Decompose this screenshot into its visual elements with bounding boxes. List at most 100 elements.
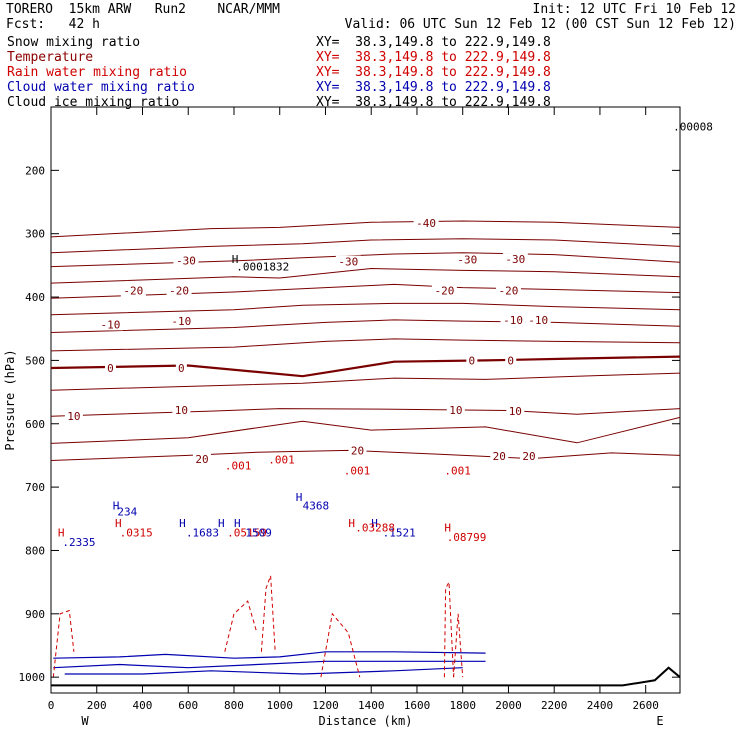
- x-tick-label: 2600: [632, 699, 659, 712]
- legend-xy-rain: XY= 38.3,149.8 to 222.9,149.8: [316, 65, 551, 80]
- isotherm-label-bg: [446, 403, 465, 416]
- contour-annotation: .0315: [120, 527, 153, 540]
- y-tick-label: 900: [25, 608, 45, 621]
- legend-xy-cloud-ice: XY= 38.3,149.8 to 222.9,149.8: [316, 95, 551, 110]
- contour-annotation: H: [179, 517, 186, 530]
- cloud-water-contour: [53, 651, 486, 659]
- isotherm-line: [50, 302, 681, 316]
- isotherm-label: 10: [67, 410, 80, 423]
- isotherm-label: 0: [507, 354, 514, 367]
- isotherm-label-bg: [505, 354, 517, 367]
- isotherm-label-bg: [168, 315, 194, 328]
- y-tick-label: 400: [25, 291, 45, 304]
- contour-annotation: .001: [444, 464, 471, 477]
- isotherm-label: -30: [505, 253, 525, 266]
- isotherm-label: 20: [522, 450, 535, 463]
- cloud-water-contour: [53, 660, 486, 669]
- y-tick-label: 1000: [19, 671, 46, 684]
- contour-annotation: H: [444, 521, 451, 534]
- isotherm-label: -10: [101, 318, 121, 331]
- isotherm-label-bg: [520, 450, 539, 463]
- x-tick-label: 2000: [495, 699, 522, 712]
- isotherm-line: [50, 267, 681, 284]
- isotherm-label-bg: [495, 284, 521, 297]
- contour-annotation: H: [234, 517, 241, 530]
- legend-xy-temperature: XY= 38.3,149.8 to 222.9,149.8: [316, 50, 551, 65]
- isotherm-label-bg: [466, 354, 478, 367]
- y-tick-label: 600: [25, 418, 45, 431]
- isotherm-label-bg: [490, 450, 509, 463]
- isotherm-label: -20: [123, 285, 143, 298]
- contour-annotation: H: [113, 499, 120, 512]
- cloud-water-contour: [64, 667, 463, 675]
- isotherm-label: -20: [169, 285, 189, 298]
- isotherm-label-bg: [413, 216, 439, 229]
- isotherm-label: -30: [176, 254, 196, 267]
- isotherm-label-bg: [172, 403, 191, 416]
- isotherm-label: 10: [175, 404, 188, 417]
- isotherm-label: -20: [499, 285, 519, 298]
- isotherm-label-bg: [500, 313, 526, 326]
- isotherm-label: -30: [457, 254, 477, 267]
- isotherm-label-bg: [104, 362, 116, 375]
- isotherm-label-bg: [348, 444, 367, 457]
- x-tick-label: 1200: [312, 699, 339, 712]
- legend-name-rain: Rain water mixing ratio: [7, 65, 188, 80]
- y-tick-label: 500: [25, 354, 45, 367]
- contour-annotation: H: [58, 527, 65, 540]
- isotherm-label: -40: [416, 217, 436, 230]
- contour-annotation: 234: [117, 506, 137, 519]
- contour-annotation: H: [218, 517, 225, 530]
- isotherm-line: [50, 372, 681, 391]
- x-tick-label: 200: [87, 699, 107, 712]
- east-label: E: [656, 714, 663, 728]
- isotherm-label: 0: [469, 354, 476, 367]
- x-tick-label: 400: [133, 699, 153, 712]
- contour-annotation: H: [296, 491, 303, 504]
- legend-xy-cloud-water: XY= 38.3,149.8 to 222.9,149.8: [316, 80, 551, 95]
- rain-water-contour: [52, 609, 75, 678]
- x-tick-label: 1600: [404, 699, 431, 712]
- isotherm-label: -20: [434, 285, 454, 298]
- x-axis-title: Distance (km): [319, 714, 413, 728]
- contour-annotation: 1509: [245, 527, 272, 540]
- isotherm-line: [50, 355, 681, 378]
- plot-frame: [50, 106, 681, 694]
- contour-annotation: .001: [344, 464, 371, 477]
- isotherm-label: 0: [178, 362, 185, 375]
- isotherm-label-bg: [64, 410, 83, 423]
- isotherm-label: -10: [503, 314, 523, 327]
- x-tick-label: 600: [178, 699, 198, 712]
- rain-water-contour: [260, 575, 276, 652]
- valid-time: Valid: 06 UTC Sun 12 Feb 12 (00 CST Sun …: [344, 17, 736, 32]
- ground-surface-line: [51, 666, 681, 687]
- contour-annotation: .001: [225, 459, 252, 472]
- y-tick-label: 300: [25, 228, 45, 241]
- isotherm-label-bg: [120, 284, 146, 297]
- y-tick-label: 200: [25, 164, 45, 177]
- isotherm-label-bg: [192, 453, 211, 466]
- isotherm-label: 10: [509, 405, 522, 418]
- isotherm-line: [50, 408, 681, 417]
- legend-name-cloud-ice: Cloud ice mixing ratio: [7, 95, 180, 110]
- contour-annotation: 4368: [303, 499, 330, 512]
- rain-water-contour: [224, 600, 258, 652]
- contour-annotation: H: [232, 253, 239, 266]
- contour-annotation: H: [115, 517, 122, 530]
- x-tick-label: 1800: [449, 699, 476, 712]
- contour-annotation: H: [348, 517, 355, 530]
- isotherm-label: 20: [195, 453, 208, 466]
- isotherm-label-bg: [173, 254, 199, 267]
- rain-water-contour: [453, 613, 464, 678]
- contour-annotation: .08799: [447, 531, 487, 544]
- x-tick-label: 0: [48, 699, 55, 712]
- isotherm-label-bg: [506, 405, 525, 418]
- contour-annotation: .00008: [673, 120, 713, 133]
- y-axis-title: Pressure (hPa): [3, 349, 17, 450]
- isotherm-label: 10: [449, 404, 462, 417]
- isotherm-label: -10: [171, 315, 191, 328]
- isotherm-line: [50, 252, 681, 268]
- isotherm-label-bg: [525, 313, 551, 326]
- contour-annotation: .2335: [62, 536, 95, 549]
